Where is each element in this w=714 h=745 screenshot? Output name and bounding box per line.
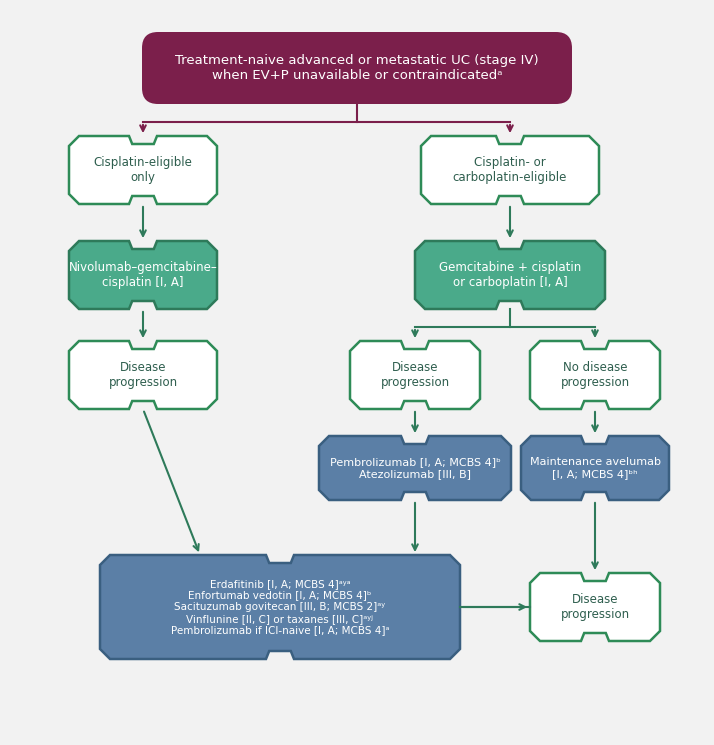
PathPatch shape [421, 136, 599, 204]
PathPatch shape [415, 241, 605, 309]
Text: Disease
progression: Disease progression [109, 361, 178, 389]
Text: Nivolumab–gemcitabine–
cisplatin [I, A]: Nivolumab–gemcitabine– cisplatin [I, A] [69, 261, 217, 289]
PathPatch shape [69, 136, 217, 204]
Text: Erdafitinib [I, A; MCBS 4]ᵃʸᵃ
Enfortumab vedotin [I, A; MCBS 4]ᵇ
Sacituzumab gov: Erdafitinib [I, A; MCBS 4]ᵃʸᵃ Enfortumab… [171, 579, 389, 635]
PathPatch shape [69, 341, 217, 409]
Text: Disease
progression: Disease progression [560, 593, 630, 621]
Text: Gemcitabine + cisplatin
or carboplatin [I, A]: Gemcitabine + cisplatin or carboplatin [… [439, 261, 581, 289]
Text: Cisplatin-eligible
only: Cisplatin-eligible only [94, 156, 193, 184]
Text: Treatment-naive advanced or metastatic UC (stage IV)
when EV+P unavailable or co: Treatment-naive advanced or metastatic U… [175, 54, 539, 82]
PathPatch shape [100, 555, 460, 659]
Text: Disease
progression: Disease progression [381, 361, 450, 389]
Text: Pembrolizumab [I, A; MCBS 4]ᵇ
Atezolizumab [III, B]: Pembrolizumab [I, A; MCBS 4]ᵇ Atezolizum… [330, 457, 501, 479]
PathPatch shape [530, 341, 660, 409]
Text: No disease
progression: No disease progression [560, 361, 630, 389]
PathPatch shape [319, 436, 511, 500]
Text: Maintenance avelumab
[I, A; MCBS 4]ᵇʰ: Maintenance avelumab [I, A; MCBS 4]ᵇʰ [530, 457, 660, 479]
Text: Cisplatin- or
carboplatin-eligible: Cisplatin- or carboplatin-eligible [453, 156, 567, 184]
PathPatch shape [521, 436, 669, 500]
PathPatch shape [69, 241, 217, 309]
FancyBboxPatch shape [142, 32, 572, 104]
PathPatch shape [530, 573, 660, 641]
PathPatch shape [350, 341, 480, 409]
